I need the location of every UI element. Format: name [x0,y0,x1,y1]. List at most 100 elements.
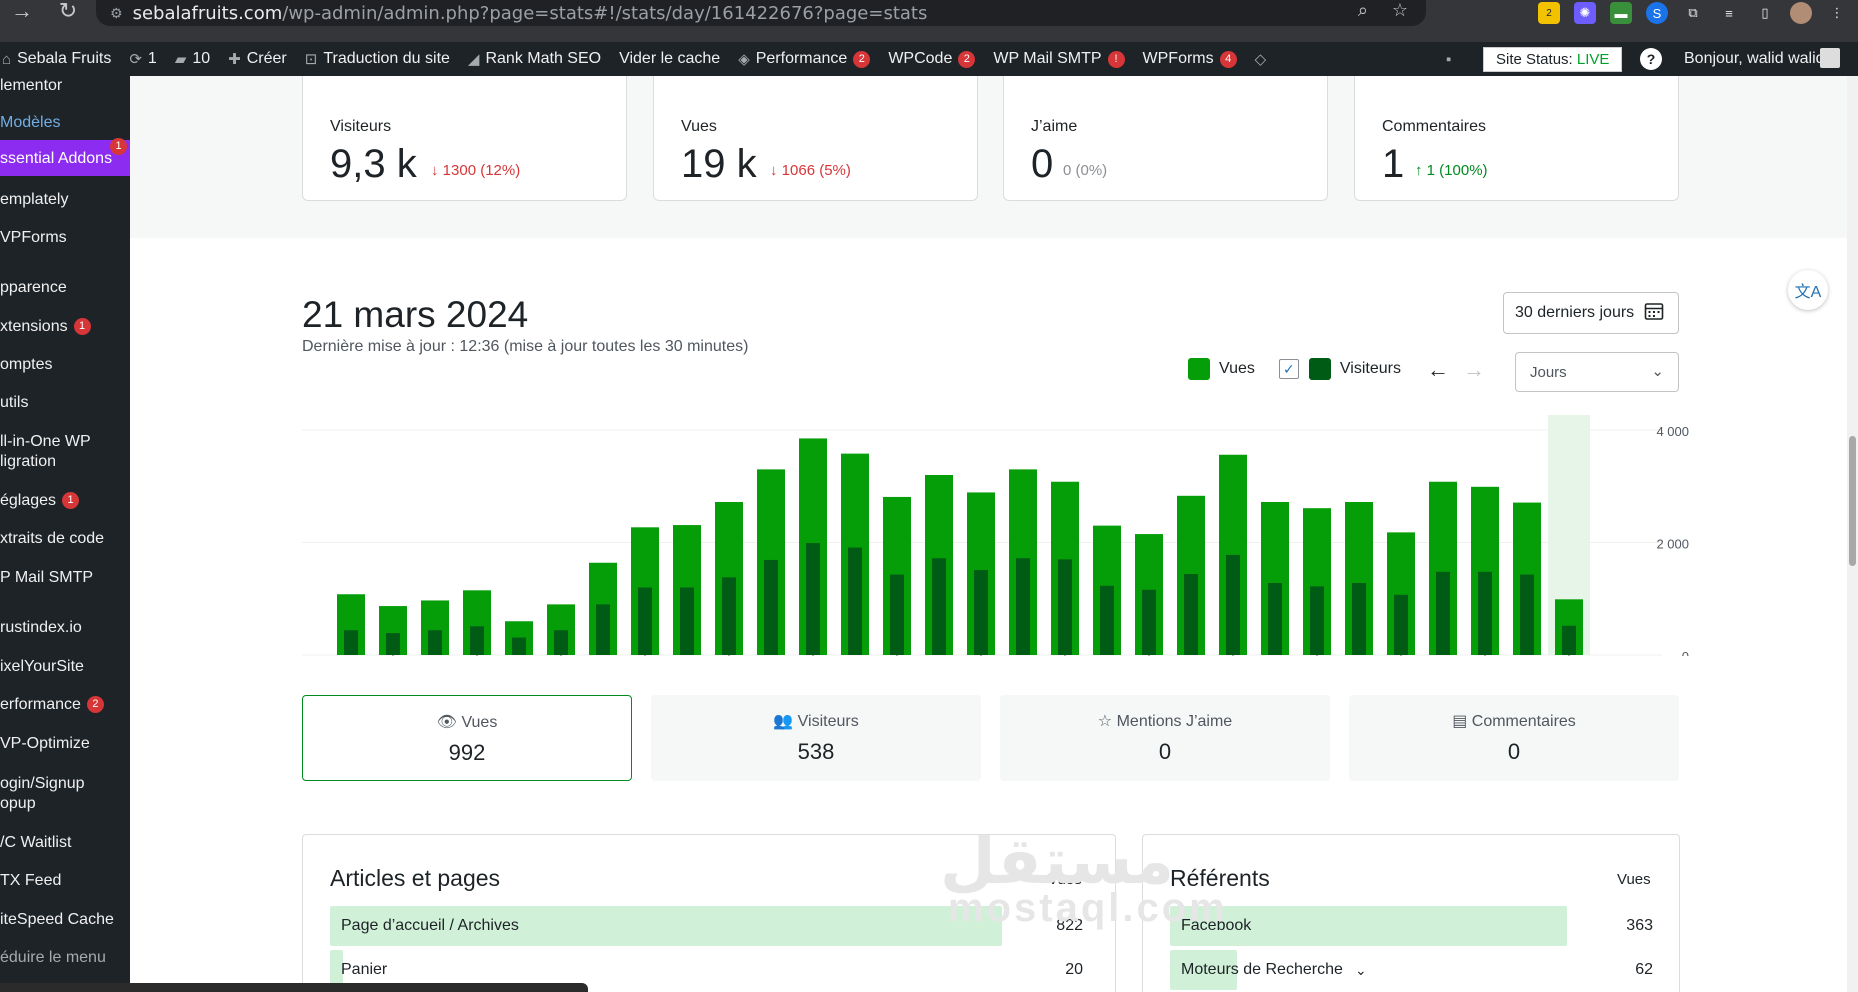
address-bar[interactable]: ⚙ sebalafruits.com/wp-admin/admin.php?pa… [96,0,1426,26]
admin-bar-comments[interactable]: ▰ 10 [174,50,211,68]
help-icon[interactable]: ? [1640,48,1662,70]
sidebar-item-accounts[interactable]: omptes [0,356,53,373]
tab-comments[interactable]: ▤ Commentaires 0 [1349,695,1679,781]
sidebar-item-ctx-feed[interactable]: TX Feed [0,872,62,889]
bar-visitors [974,570,988,655]
admin-bar-clear-cache[interactable]: Vider le cache [619,50,721,67]
site-settings-icon[interactable]: ⚙ [110,4,123,21]
sidebar-item-performance[interactable]: erformance 2 [0,695,130,714]
admin-bar-translate[interactable]: ⊡ Traduction du site [304,50,450,68]
greeting[interactable]: Bonjour, walid walid [1684,50,1825,67]
bar-visitors [470,626,484,655]
list-item[interactable]: Page d’accueil / Archives 822 [330,906,1090,946]
admin-bar-wpcode[interactable]: WPCode 2 [888,50,976,68]
bookmark-star-icon[interactable]: ☆ [1391,0,1408,20]
bar-visitors [722,577,736,655]
admin-bar-site[interactable]: ⌂ Sebala Fruits [2,50,112,68]
chart-legend: Vues ✓ Visiteurs [1188,358,1401,380]
forward-icon[interactable]: → [11,0,33,23]
list-item[interactable]: Facebook 363 [1170,906,1653,946]
extension-glasses-icon[interactable]: ▬ [1610,2,1632,24]
summary-delta: 0 (0%) [1063,162,1108,179]
bar-visitors [1394,594,1408,655]
sidebar-item-models[interactable]: Modèles [0,114,61,131]
extension-star-icon[interactable]: ✺ [1574,2,1596,24]
sidebar-item-wp-optimize[interactable]: VP-Optimize [0,735,90,752]
media-queue-icon[interactable]: ≡ [1725,5,1733,21]
sidebar-item-login-signup[interactable]: ogin/Signup [0,775,85,792]
sidebar-item-popup[interactable]: opup [0,795,36,812]
sidebar-item-appearance[interactable]: pparence [0,279,67,296]
admin-bar-updates[interactable]: ⟳ 1 [129,50,157,68]
bar-visitors [1016,558,1030,655]
bar-visitors [890,574,904,655]
bar-visitors [1352,583,1366,655]
arrow-left-icon[interactable]: ← [1427,357,1449,382]
wp-admin-bar: ⌂ Sebala Fruits ⟳ 1 ▰ 10 ✚ Créer ⊡ Traduction… [0,42,1858,76]
user-avatar[interactable] [1820,48,1840,68]
sidebar-item-trustindex[interactable]: rustindex.io [0,619,82,636]
zoom-icon[interactable]: ⌕ [1357,0,1368,20]
sidebar-item-essential-addons[interactable]: ssential Addons 1 [0,138,130,176]
legend-label-views: Vues [1219,360,1255,377]
y-tick-label: 4 000 [1656,424,1689,439]
translate-fab-icon[interactable]: 文A [1788,270,1828,310]
chevron-down-icon[interactable]: ⌄ [1355,962,1367,978]
sidebar-item-elementor[interactable]: lementor [0,77,63,94]
bar-visitors [1142,589,1156,655]
wpforms-badge: 4 [1219,50,1237,68]
admin-bar-performance[interactable]: ◈ Performance 2 [738,50,871,68]
url-path: /wp-admin/admin.php?page=stats#!/stats/d… [282,2,928,24]
reload-icon[interactable]: ↻ [58,0,78,23]
tab-visitors[interactable]: 👥 Visiteurs 538 [651,695,981,781]
sidebar-item-all-in-one[interactable]: ll-in-One WP [0,433,91,450]
admin-bar-diamond[interactable]: ◇ [1255,50,1267,68]
period-select[interactable]: Jours ⌄ [1515,352,1679,392]
bar-visitors [1520,574,1534,655]
admin-sidebar: lementor Modèles ssential Addons 1 emplat… [0,76,130,992]
sidebar-item-pixelyoursite[interactable]: ixelYourSite [0,658,84,675]
home-icon: ⌂ [2,50,12,68]
wpcode-badge: 2 [958,50,976,68]
visitors-checkbox[interactable]: ✓ [1278,359,1299,379]
sidebar-item-wpforms[interactable]: VPForms [0,229,67,246]
bar-visitors [554,630,568,655]
sidebar-item-wp-mail-smtp[interactable]: P Mail SMTP [0,569,94,586]
performance-badge: 2 [853,50,871,68]
people-icon: 👥 [773,713,794,730]
side-panel-icon[interactable]: ▯ [1761,5,1769,20]
tab-views[interactable]: 👁 Vues 992 [302,695,632,781]
browser-status-bar [0,983,588,992]
summary-delta: ↓ 1066 (5%) [770,162,851,179]
chat-icon[interactable]: ▪ [1446,50,1452,68]
arrow-right-icon[interactable]: → [1463,357,1485,382]
tab-likes[interactable]: ☆ Mentions J’aime 0 [1000,695,1330,781]
sidebar-item-migration[interactable]: ligration [0,453,57,470]
profile-avatar[interactable] [1790,2,1812,24]
referrers-panel: Référents Vues Facebook 363 Moteurs de R… [1142,834,1680,992]
sidebar-item-wc-waitlist[interactable]: /C Waitlist [0,834,72,851]
admin-bar-wpmail[interactable]: WP Mail SMTP! [993,50,1125,68]
browser-menu-icon[interactable]: ⋮ [1830,5,1844,20]
admin-bar-wpforms[interactable]: WPForms 4 [1143,50,1237,68]
admin-bar-new[interactable]: ✚ Créer [228,50,287,68]
site-status-button[interactable]: Site Status: LIVE [1483,47,1623,72]
scrollbar-thumb[interactable] [1849,436,1856,566]
sidebar-item-extensions[interactable]: xtensions 1 [0,317,130,336]
bar-visitors [638,587,652,655]
list-item[interactable]: Moteurs de Recherche ⌄ 62 [1170,950,1653,990]
extensions-puzzle-icon[interactable]: ⧉ [1688,5,1698,20]
sidebar-item-templately[interactable]: emplately [0,191,69,208]
row-share-bar [1170,906,1567,946]
admin-bar-rankmath[interactable]: ◢ Rank Math SEO [467,50,602,68]
page-scrollbar[interactable] [1847,76,1858,992]
sidebar-item-settings[interactable]: églages 1 [0,491,130,510]
date-range-button[interactable]: 30 derniers jours [1503,292,1679,334]
extension-notes-icon[interactable]: 2 [1538,2,1560,24]
sidebar-item-tools[interactable]: utils [0,394,29,411]
extension-s-icon[interactable]: S [1646,2,1668,24]
sidebar-collapse-menu[interactable]: éduire le menu [0,949,106,966]
sidebar-item-code-snippets[interactable]: xtraits de code [0,530,105,547]
list-item[interactable]: Panier 20 [330,950,1090,990]
sidebar-item-litespeed[interactable]: iteSpeed Cache [0,911,114,928]
